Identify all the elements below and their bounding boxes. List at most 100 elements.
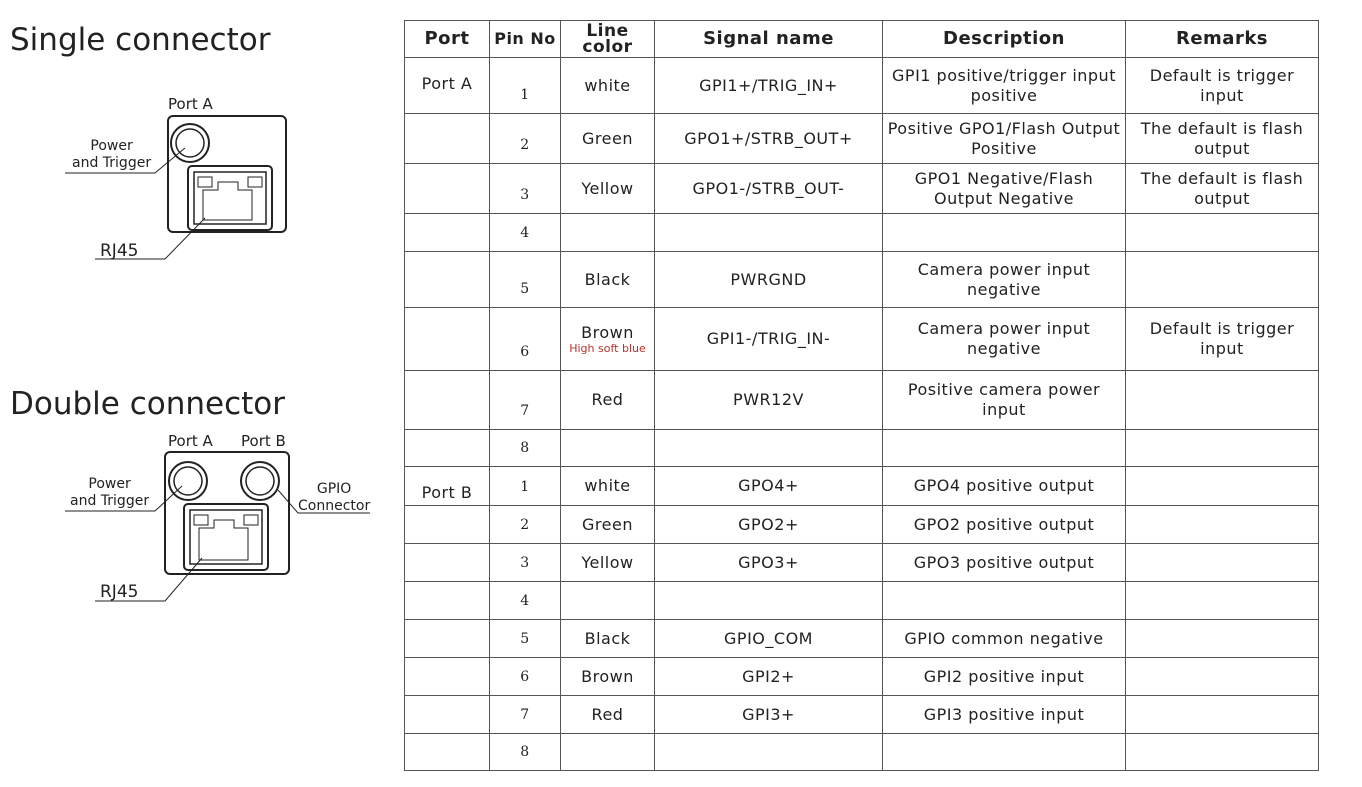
line-color-cell-text: Black <box>584 269 631 289</box>
signal-name-cell: GPI2+ <box>654 657 883 696</box>
port-cell <box>404 163 490 214</box>
remarks-cell-text: The default is flash output <box>1140 118 1304 158</box>
line-color-cell: white <box>560 57 655 114</box>
line-color-cell: Yellow <box>560 543 655 582</box>
table-row: 5 Black GPIO_COM GPIO common negative <box>404 619 1319 658</box>
port-cell <box>404 370 490 430</box>
signal-name-cell: GPI1-/TRIG_IN- <box>654 307 883 371</box>
description-cell: Camera power input negative <box>882 307 1126 371</box>
line-color-cell: Red <box>560 695 655 734</box>
table-row: 8 <box>404 429 1319 467</box>
remarks-cell <box>1125 619 1319 658</box>
signal-name-cell: GPO1+/STRB_OUT+ <box>654 113 883 164</box>
description-cell-text: Positive GPO1/Flash Output Positive <box>887 118 1121 158</box>
line-color-cell: Black <box>560 619 655 658</box>
remarks-cell <box>1125 370 1319 430</box>
pin-cell: 1 <box>489 466 561 506</box>
table-row: 6 Brown High soft blue GPI1-/TRIG_IN- Camera… <box>404 307 1319 371</box>
line-color-cell: Red <box>560 370 655 430</box>
pin-cell: 5 <box>489 619 561 658</box>
remarks-cell <box>1125 251 1319 308</box>
pin-cell-text: 3 <box>520 555 530 571</box>
signal-name-cell: GPO1-/STRB_OUT- <box>654 163 883 214</box>
line-color-cell <box>560 733 655 771</box>
signal-name-cell: GPO4+ <box>654 466 883 506</box>
description-cell: Positive GPO1/Flash Output Positive <box>882 113 1126 164</box>
signal-name-cell-text: GPI2+ <box>742 666 795 686</box>
description-cell: GPO2 positive output <box>882 505 1126 544</box>
pin-cell: 7 <box>489 370 561 430</box>
description-cell <box>882 733 1126 771</box>
pin-cell: 3 <box>489 163 561 214</box>
description-cell: Camera power input negative <box>882 251 1126 308</box>
remarks-cell <box>1125 581 1319 620</box>
port-cell <box>404 505 490 544</box>
remarks-cell <box>1125 657 1319 696</box>
port-cell <box>404 113 490 164</box>
pin-cell-text: 7 <box>520 403 530 419</box>
description-cell-text: Camera power input negative <box>917 319 1091 358</box>
signal-name-cell-text: GPO3+ <box>738 552 799 572</box>
signal-name-cell-text: GPI1-/TRIG_IN- <box>706 329 831 348</box>
port-a-label-double: Port A <box>168 432 213 450</box>
description-cell-text: Positive camera power input <box>907 380 1101 419</box>
pin-cell: 8 <box>489 429 561 467</box>
header-remarks: Remarks <box>1125 20 1319 58</box>
port-a-label: Port A <box>168 95 213 113</box>
gpio-connector-label: GPIO Connector <box>298 481 371 514</box>
power-trigger-label-double: Power and Trigger <box>70 476 150 509</box>
remarks-cell-text: Default is trigger input <box>1149 65 1295 105</box>
port-cell <box>404 213 490 252</box>
port-cell <box>404 619 490 658</box>
remarks-cell <box>1125 695 1319 734</box>
signal-name-cell-text: GPO1+/STRB_OUT+ <box>684 128 853 148</box>
description-cell <box>882 429 1126 467</box>
remarks-cell: Default is trigger input <box>1125 57 1319 114</box>
line-color-cell <box>560 213 655 252</box>
line-color-cell: Black <box>560 251 655 308</box>
single-connector-diagram <box>65 115 287 260</box>
pin-cell-text: 4 <box>520 225 530 241</box>
signal-name-cell-text: PWRGND <box>730 269 807 289</box>
remarks-cell <box>1125 466 1319 506</box>
description-cell-text: GPO4 positive output <box>913 476 1095 495</box>
remarks-cell <box>1125 543 1319 582</box>
port-cell: Port A <box>404 57 490 114</box>
signal-name-cell-text: GPO2+ <box>738 514 799 534</box>
line-color-cell-text: Yellow <box>581 178 634 198</box>
table-row: 6 Brown GPI2+ GPI2 positive input <box>404 657 1319 696</box>
port-b-label: Port B <box>241 432 286 450</box>
line-color-cell <box>560 581 655 620</box>
rj45-label: RJ45 <box>100 241 139 261</box>
pin-cell: 8 <box>489 733 561 771</box>
header-description: Description <box>882 20 1126 58</box>
pin-cell-text: 8 <box>520 440 530 456</box>
pin-cell-text: 2 <box>520 517 530 533</box>
header-pin-no: Pin No <box>489 20 561 58</box>
description-cell: GPI2 positive input <box>882 657 1126 696</box>
pin-cell-text: 1 <box>520 479 530 495</box>
line-color-cell: Yellow <box>560 163 655 214</box>
description-cell-text: Camera power input negative <box>917 259 1091 299</box>
port-cell: Port B <box>404 466 490 506</box>
description-cell: GPI3 positive input <box>882 695 1126 734</box>
pin-cell-text: 3 <box>520 187 530 203</box>
line-color-cell: white <box>560 466 655 506</box>
port-cell <box>404 695 490 734</box>
table-row: 7 Red GPI3+ GPI3 positive input <box>404 695 1319 734</box>
table-row: 3 Yellow GPO3+ GPO3 positive output <box>404 543 1319 582</box>
signal-name-cell: GPO3+ <box>654 543 883 582</box>
pin-cell: 6 <box>489 657 561 696</box>
table-row: Port B 1 white GPO4+ GPO4 positive output <box>404 466 1319 506</box>
pin-cell: 2 <box>489 505 561 544</box>
remarks-cell <box>1125 505 1319 544</box>
line-color-cell-text: Green <box>582 128 633 148</box>
table-header-row: Port Pin No Line color Signal name Descr… <box>404 20 1319 58</box>
rj45-label-double: RJ45 <box>100 582 139 602</box>
signal-name-cell: GPIO_COM <box>654 619 883 658</box>
pin-cell: 4 <box>489 581 561 620</box>
port-cell <box>404 307 490 371</box>
line-color-cell-text: white <box>584 75 631 95</box>
description-cell: GPO4 positive output <box>882 466 1126 506</box>
table-row: 7 Red PWR12V Positive camera power input <box>404 370 1319 430</box>
